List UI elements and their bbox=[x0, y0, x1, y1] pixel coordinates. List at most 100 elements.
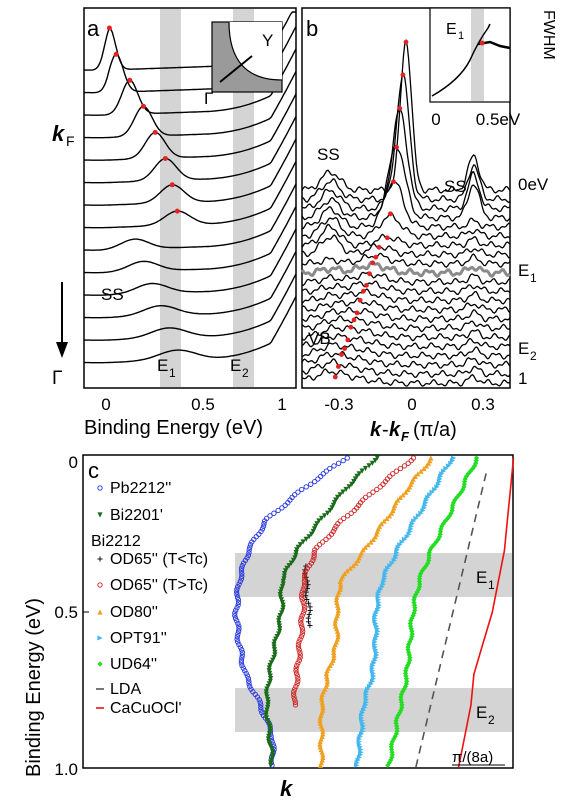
data-point bbox=[233, 589, 240, 595]
data-point bbox=[299, 589, 305, 595]
data-point bbox=[249, 539, 255, 545]
mdc-curve bbox=[302, 252, 511, 268]
data-point bbox=[267, 725, 273, 732]
series-pb2212-- bbox=[232, 455, 350, 768]
data-point bbox=[235, 628, 242, 634]
data-point bbox=[277, 626, 283, 632]
data-point bbox=[295, 678, 301, 684]
data-point bbox=[355, 557, 361, 563]
legend-header: Bi2212 bbox=[91, 533, 141, 550]
data-point bbox=[331, 644, 337, 650]
data-point bbox=[409, 628, 415, 634]
panel-c-e2-label: E 2 bbox=[476, 703, 495, 727]
data-point bbox=[473, 458, 479, 464]
data-point bbox=[456, 492, 462, 498]
data-point bbox=[379, 584, 385, 590]
data-point bbox=[267, 728, 273, 734]
svg-text:1: 1 bbox=[169, 366, 176, 380]
data-point bbox=[417, 581, 423, 587]
data-point bbox=[393, 731, 399, 737]
data-point bbox=[344, 513, 351, 519]
edc-curve bbox=[83, 251, 297, 319]
mdc-curve bbox=[301, 72, 511, 204]
data-point bbox=[234, 591, 240, 598]
mdc-curve bbox=[301, 212, 511, 241]
data-point bbox=[233, 607, 239, 613]
data-point bbox=[319, 697, 325, 703]
data-point bbox=[278, 586, 285, 592]
data-point bbox=[279, 505, 285, 511]
data-point bbox=[351, 507, 357, 514]
data-point bbox=[427, 547, 433, 553]
data-point bbox=[243, 670, 249, 677]
data-point bbox=[353, 560, 359, 566]
mdc-peak-marker bbox=[351, 317, 357, 323]
data-point bbox=[397, 494, 403, 500]
panel-c: c E 1 E 2 π/(8a) 0 0.5 1.0 Binding Energ… bbox=[23, 453, 515, 801]
data-point bbox=[395, 497, 401, 503]
data-point bbox=[293, 665, 299, 671]
data-point bbox=[277, 594, 284, 600]
b-xtick-0: -0.3 bbox=[324, 395, 353, 414]
data-point bbox=[286, 563, 292, 569]
scale-bar: π/(8a) bbox=[452, 749, 505, 766]
panel-a-frame bbox=[83, 7, 297, 389]
data-point bbox=[292, 686, 298, 692]
data-point bbox=[421, 565, 427, 571]
data-point bbox=[300, 628, 306, 634]
mdc-curve bbox=[301, 288, 511, 305]
edc-curve bbox=[83, 71, 297, 139]
data-point bbox=[330, 528, 336, 535]
mdc-peak-marker bbox=[357, 297, 363, 303]
edc-curve bbox=[83, 183, 297, 251]
panel-a-e2-label: E 2 bbox=[230, 356, 249, 380]
data-point bbox=[278, 597, 284, 603]
panel-c-dispersions bbox=[232, 455, 515, 768]
data-point bbox=[434, 484, 440, 490]
legend-label: OD65'' (T<Tc) bbox=[110, 551, 208, 568]
mdc-curve bbox=[301, 324, 511, 342]
inset-gamma-label: Γ bbox=[204, 89, 213, 108]
data-point bbox=[268, 760, 274, 766]
data-point bbox=[462, 479, 468, 485]
data-point bbox=[320, 702, 326, 708]
data-point bbox=[406, 652, 412, 658]
data-point bbox=[290, 691, 297, 698]
data-point bbox=[238, 565, 245, 571]
data-point bbox=[445, 463, 452, 469]
edc-curve bbox=[83, 273, 297, 341]
inset-xtick-1: 0.5eV bbox=[476, 110, 521, 129]
data-point bbox=[297, 652, 303, 658]
data-point bbox=[236, 641, 242, 648]
legend-entry: OD80'' bbox=[97, 604, 158, 621]
data-point bbox=[415, 471, 421, 477]
panel-a-e1-label: E 1 bbox=[157, 356, 176, 380]
data-point bbox=[298, 620, 304, 627]
data-point bbox=[246, 549, 252, 556]
mdc-peak-marker bbox=[345, 337, 351, 343]
data-point bbox=[461, 481, 467, 487]
data-point bbox=[426, 550, 432, 556]
data-point bbox=[296, 639, 302, 645]
edc-peak-marker bbox=[113, 51, 119, 57]
data-point bbox=[307, 608, 313, 614]
data-point bbox=[238, 576, 245, 582]
data-point bbox=[384, 515, 390, 521]
data-point bbox=[340, 457, 346, 464]
data-point bbox=[292, 702, 299, 708]
data-point bbox=[311, 555, 317, 561]
data-point bbox=[405, 486, 411, 493]
data-point bbox=[318, 473, 324, 480]
data-point bbox=[394, 728, 400, 734]
data-point bbox=[426, 555, 432, 561]
kf-side-label: k F bbox=[52, 121, 75, 149]
data-point bbox=[391, 736, 397, 742]
data-point bbox=[370, 489, 376, 495]
data-point bbox=[333, 597, 339, 603]
data-point bbox=[259, 526, 266, 532]
data-point bbox=[406, 649, 412, 655]
data-point bbox=[362, 494, 369, 501]
data-point bbox=[394, 723, 400, 729]
data-point bbox=[427, 492, 433, 498]
